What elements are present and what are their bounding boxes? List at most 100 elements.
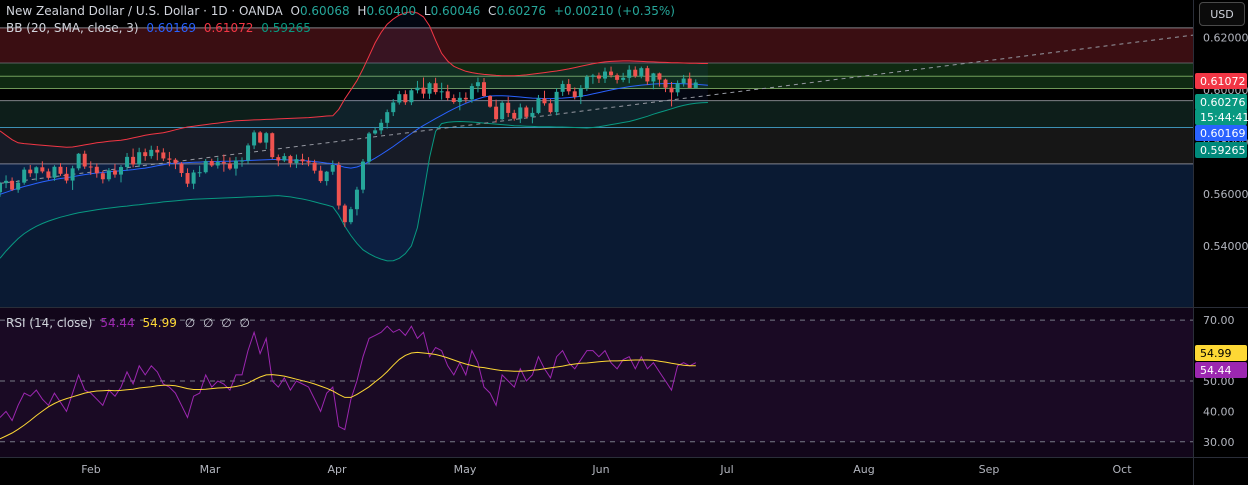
candle-body [70,168,75,181]
candle [46,168,51,180]
candle [294,154,299,169]
rsi-line [0,325,697,431]
candle [675,80,680,97]
price-pane[interactable] [0,0,1248,308]
candle-body [300,159,305,162]
rsi-value: 54.44 [100,316,135,330]
candle [348,206,353,225]
candle [621,72,626,83]
candle [609,66,614,78]
upper-band-badge-text: 0.61072 [1200,75,1246,88]
lower-band-badge: 0.59265 [1195,142,1247,158]
candle-body [185,173,190,184]
candle [584,74,589,92]
candle [52,165,57,181]
candle-body [530,112,535,117]
candle-body [615,75,620,80]
candle-body [518,107,523,119]
candle-body [379,122,384,131]
candle-body [58,166,63,174]
candle [409,88,414,106]
candle-body [657,73,662,80]
time-tick-label: May [454,463,477,476]
candle-body [4,180,9,184]
candle-body [161,152,166,159]
candle-body [149,149,154,157]
shaded-zone [0,27,1193,63]
candle-body [167,158,172,160]
price-axis[interactable]: 0.620000.600000.580000.560000.540000.610… [1193,0,1248,485]
candle [88,161,93,175]
rsi-legend[interactable]: RSI (14, close) 54.44 54.99 ∅ ∅ ∅ ∅ [6,316,254,330]
candle-body [361,161,365,190]
candle-body [494,106,499,120]
bb-legend[interactable]: BB (20, SMA, close, 3) 0.60169 0.61072 0… [6,21,315,35]
candle [342,203,347,228]
candle [439,82,444,100]
upper-band-badge: 0.61072 [1195,73,1247,89]
price-tick-label: 0.56000 [1203,188,1248,201]
candle [367,131,372,165]
candle [221,154,226,172]
candle [566,79,571,95]
time-axis[interactable]: Feb Mar Apr May Jun Jul Aug Sep Oct [81,463,1132,476]
candle-body [651,73,656,82]
candle-body [227,163,232,169]
candle-body [687,78,692,88]
candle-body [143,152,148,157]
candle [276,154,281,167]
candle-body [125,156,130,168]
candle [264,131,269,150]
candle-body [312,162,317,171]
close-price-badge: 0.60276 [1195,94,1247,110]
upper-band-badge-bg [1195,73,1247,89]
candle-body [34,167,39,174]
symbol-legend: New Zealand Dollar / U.S. Dollar · 1D · … [6,4,679,18]
candle-body [482,82,486,97]
candle-body [64,173,69,181]
candle [482,78,486,97]
candle-body [276,157,281,161]
candle-body [621,77,626,80]
candle [361,158,365,194]
candle [282,153,287,163]
candle [627,65,632,84]
candle [663,78,668,93]
candle [34,166,39,181]
candle [397,90,402,105]
candle [106,168,111,182]
time-tick-label: Oct [1112,463,1132,476]
candle [155,145,160,161]
candle-body [46,171,51,178]
candle [693,79,698,89]
change-value: +0.00210 (+0.35%) [553,4,675,18]
time-tick-label: Feb [81,463,100,476]
bb-basis-line [0,83,708,195]
candle [451,94,456,104]
candle [10,177,15,191]
rsi-pane[interactable] [0,308,1248,458]
candle-body [427,83,432,94]
candle-body [463,97,468,100]
candle-body [240,160,244,162]
candle-body [469,86,474,100]
candle [306,157,311,167]
candle-body [500,102,505,120]
candle-body [554,91,559,113]
candle-body [203,161,208,173]
candle-body [16,182,21,190]
candle [324,170,329,186]
currency-button[interactable]: USD [1199,2,1245,26]
candle-body [475,82,480,87]
bb-basis-value: 0.60169 [146,21,196,35]
lower-band-badge-bg [1195,142,1247,158]
candle-body [566,84,571,92]
candle [354,186,359,216]
low-value: 0.60046 [430,4,481,18]
close-value: 0.60276 [496,4,547,18]
candle [506,96,511,118]
rsi-extra: ∅ [239,316,250,330]
